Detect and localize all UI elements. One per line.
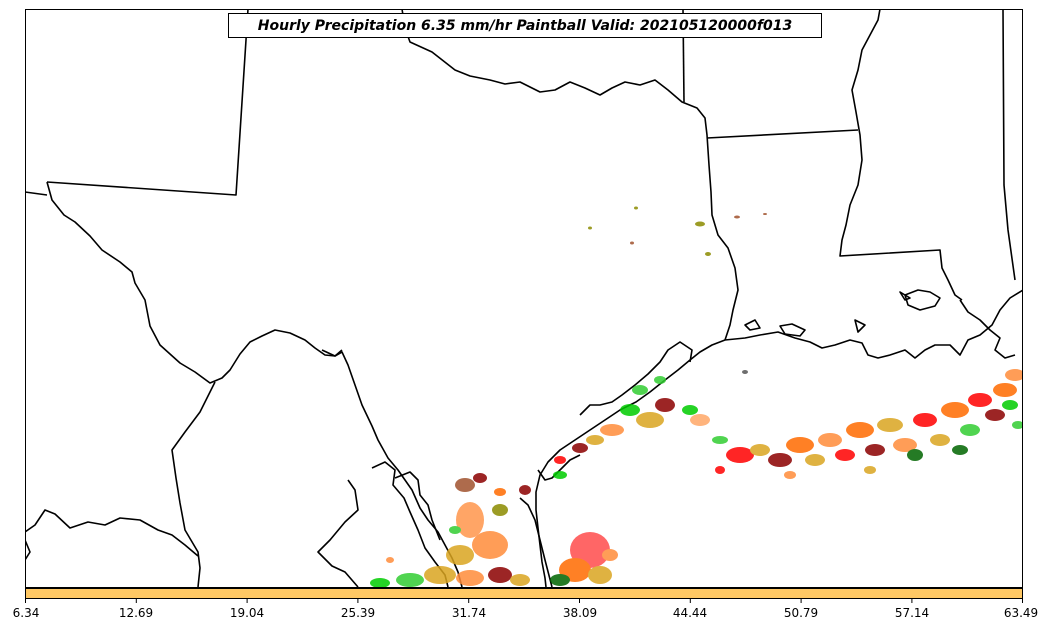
colorbar-tick-label: 19.04 [229, 606, 265, 620]
colorbar-tick-label: 12.69 [118, 606, 154, 620]
mexico-border-4 [394, 471, 441, 541]
mexico-border-2 [317, 479, 359, 587]
map-frame [25, 9, 1023, 588]
colorbar-tick-label: 50.79 [783, 606, 819, 620]
colorbar-ticks [25, 598, 1023, 603]
colorbar-tick-label: 25.39 [340, 606, 376, 620]
pt-coast [321, 349, 343, 357]
state-boundaries [25, 9, 1023, 587]
mexico-west-coast-2 [25, 539, 31, 561]
mexico-west-coast [25, 509, 199, 557]
texas-outline [46, 181, 463, 587]
gulf-coastline [535, 339, 726, 587]
louisiana-coast [724, 289, 1023, 359]
bay-texas-2 [779, 323, 806, 337]
colorbar-tick-label: 44.44 [672, 606, 708, 620]
colorbar-tick-label: 6.34 [12, 606, 40, 620]
mexico-coast-south [519, 497, 553, 587]
bay-texas-3 [854, 319, 866, 333]
mississippi-delta [959, 299, 1016, 359]
gulf-coastline-inner [579, 341, 693, 416]
bay-1 [899, 291, 911, 301]
colorbar [25, 588, 1023, 599]
colorbar-tick-label: 38.09 [562, 606, 598, 620]
ar-la-border [706, 129, 859, 139]
lake-pontchartrain [904, 289, 941, 311]
red-river [401, 9, 739, 341]
precipitation-blobs [370, 206, 1023, 587]
bay-texas-1 [744, 319, 761, 331]
map-title: Hourly Precipitation 6.35 mm/hr Paintbal… [228, 13, 822, 38]
ms-al-border [1002, 9, 1016, 281]
colorbar-tick-label: 31.74 [451, 606, 487, 620]
nm-west-line [25, 191, 48, 196]
mississippi-river [839, 9, 963, 301]
colorbar-tick-label: 63.49 [1003, 606, 1039, 620]
tx-nm-border [46, 9, 249, 196]
mexico-border-1 [171, 381, 216, 587]
colorbar-tick-label: 57.14 [894, 606, 930, 620]
